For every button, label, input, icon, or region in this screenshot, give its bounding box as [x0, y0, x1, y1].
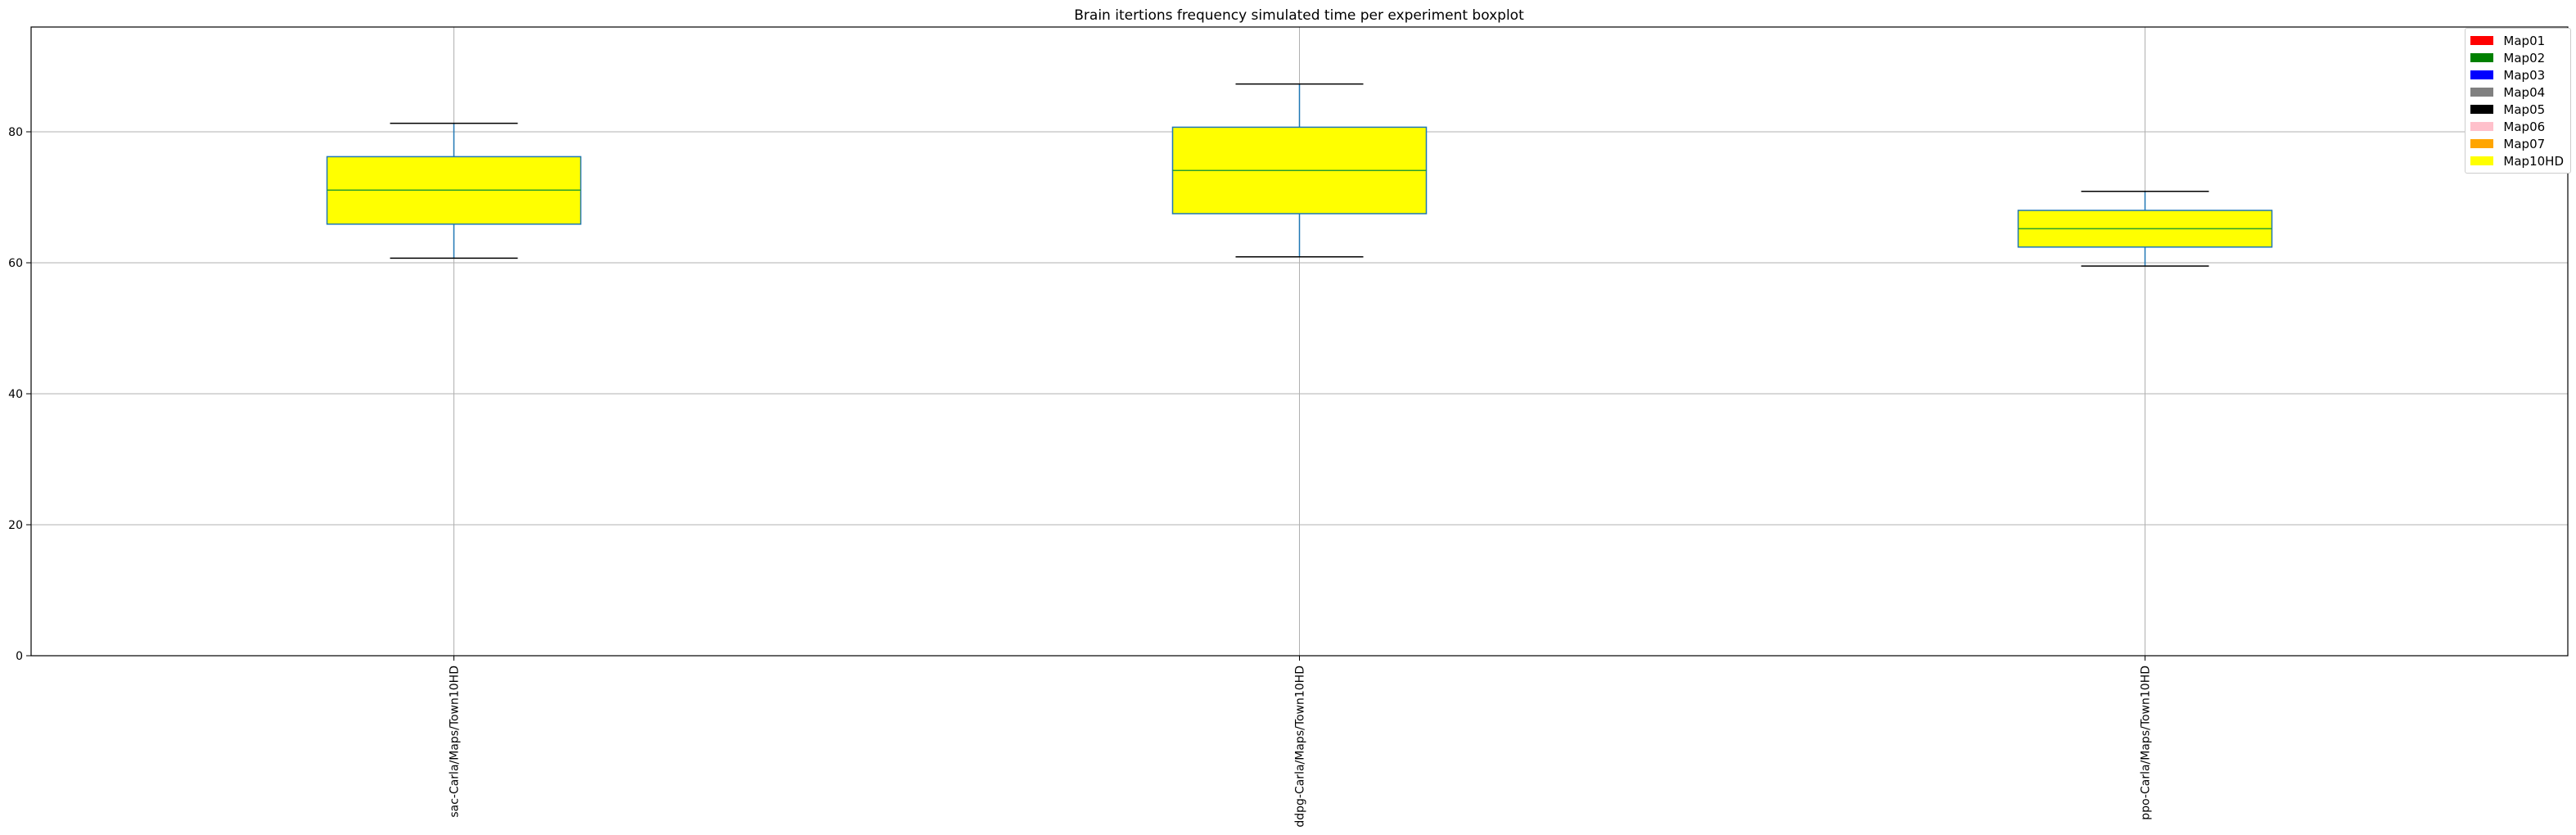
legend-entry: Map03: [2470, 66, 2564, 84]
x-tick-label: ppo-Carla/Maps/Town10HD: [2140, 666, 2153, 820]
chart-title: Brain itertions frequency simulated time…: [1074, 7, 1524, 24]
y-tick-label: 20: [8, 519, 23, 532]
legend-swatch: [2470, 53, 2494, 62]
legend-swatch: [2470, 139, 2494, 148]
legend-label: Map10HD: [2503, 153, 2564, 169]
legend-entry: Map07: [2470, 135, 2564, 152]
legend-entry: Map10HD: [2470, 152, 2564, 169]
x-tick-label: ddpg-Carla/Maps/Town10HD: [1294, 666, 1307, 828]
box-layer: [326, 83, 2273, 267]
legend-swatch: [2470, 156, 2494, 165]
y-tick-label: 60: [8, 257, 23, 270]
legend-label: Map02: [2503, 50, 2546, 65]
legend-swatch: [2470, 36, 2494, 45]
legend-entry: Map04: [2470, 84, 2564, 101]
y-tick-label: 80: [8, 126, 23, 139]
legend-entry: Map01: [2470, 32, 2564, 49]
legend-label: Map05: [2503, 102, 2546, 117]
legend-swatch: [2470, 122, 2494, 131]
legend-entry: Map06: [2470, 118, 2564, 135]
legend-label: Map06: [2503, 119, 2546, 134]
legend-swatch: [2470, 70, 2494, 79]
legend-label: Map04: [2503, 84, 2546, 100]
legend-swatch: [2470, 105, 2494, 114]
x-tick-label: sac-Carla/Maps/Town10HD: [449, 666, 462, 818]
legend-entry: Map05: [2470, 101, 2564, 118]
legend-entry: Map02: [2470, 49, 2564, 66]
legend-label: Map03: [2503, 67, 2546, 83]
y-tick-label: 40: [8, 388, 23, 401]
legend-swatch: [2470, 88, 2494, 97]
legend-label: Map01: [2503, 33, 2546, 48]
y-tick-label: 0: [16, 650, 23, 663]
axis-layer: 0 20 40 60 80 sac-Carla/Maps/Town10HD ddpg-Car…: [8, 26, 2569, 828]
chart-legend: Map01 Map02 Map03 Map04 Map05 Map06 Map07 Map10…: [2465, 28, 2571, 174]
legend-label: Map07: [2503, 136, 2546, 151]
